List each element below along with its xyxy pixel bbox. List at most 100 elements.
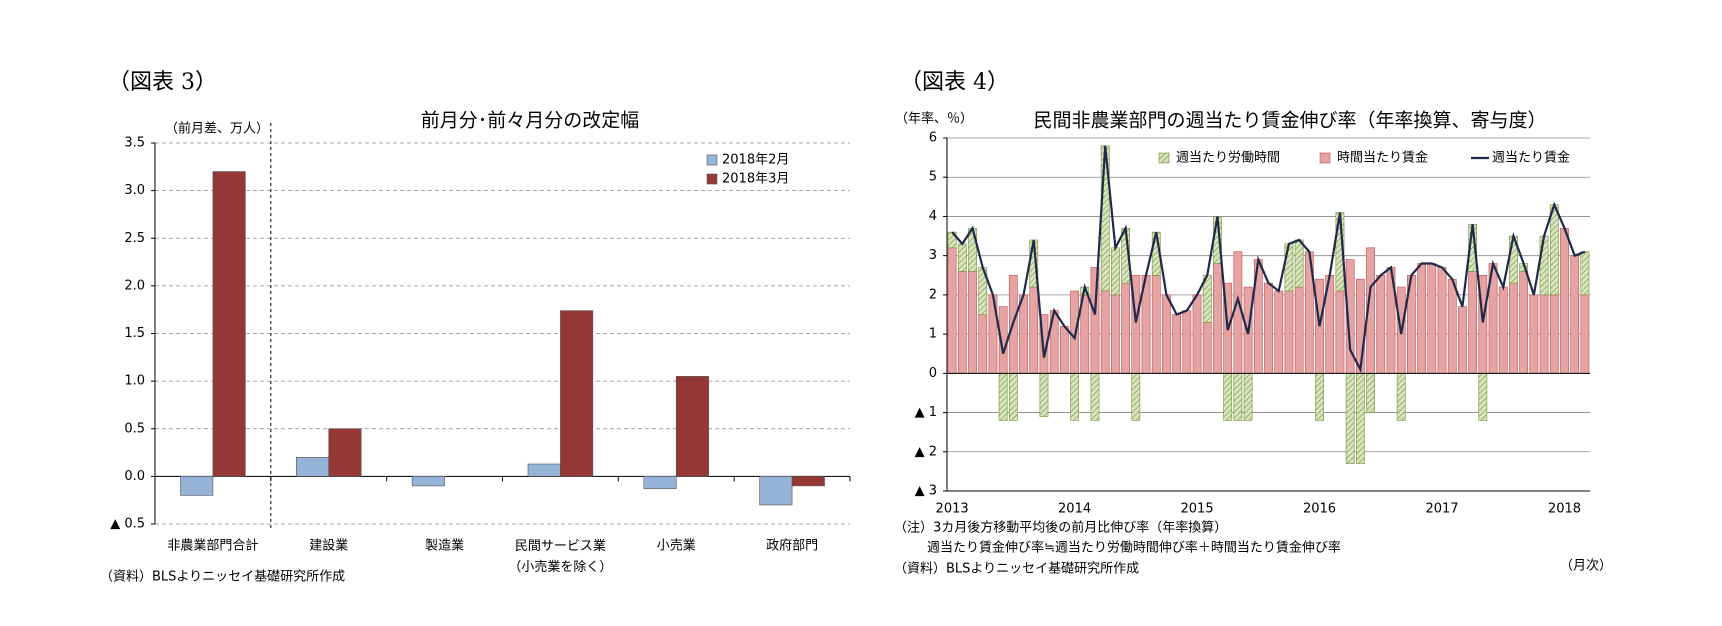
bar: [1427, 263, 1437, 374]
bar: [957, 271, 967, 374]
x-axis-label: （月次）: [1560, 558, 1612, 574]
bar: [1213, 263, 1222, 374]
chart-title: 前月分･前々月分の改定幅: [421, 110, 640, 132]
y-tick-label: 1.0: [124, 374, 145, 389]
bar: [1396, 373, 1406, 421]
bar: [1090, 373, 1100, 421]
bar: [643, 476, 677, 490]
x-tick-label: 政府部門: [766, 539, 818, 554]
x-tick-label: 2018: [1548, 502, 1581, 517]
bar: [1539, 294, 1549, 374]
bar: [1162, 294, 1171, 374]
source: （資料）BLSよりニッセイ基礎研究所作成: [894, 562, 1139, 577]
bar: [968, 227, 977, 272]
bar: [527, 463, 561, 477]
bar: [1468, 271, 1478, 374]
bar: [1447, 278, 1457, 374]
bar: [1284, 243, 1294, 292]
y-tick-label: 1: [929, 327, 937, 342]
x-tick-label: 小売業: [657, 538, 696, 554]
bar: [1417, 263, 1426, 374]
y-tick-label: 3.5: [124, 136, 145, 151]
y-tick-label: 2.0: [124, 278, 145, 293]
bar: [1264, 282, 1273, 374]
bar: [1560, 227, 1569, 374]
bar: [1529, 294, 1539, 374]
legend-label: 2018年2月: [722, 153, 789, 168]
bar: [1151, 274, 1161, 374]
bar: [1580, 294, 1590, 374]
bar: [1355, 373, 1365, 464]
bar: [1335, 290, 1345, 374]
bar: [1509, 282, 1518, 374]
bar: [675, 376, 709, 477]
bar: [1478, 373, 1488, 421]
legend-swatch: [1158, 152, 1170, 164]
bar: [1182, 310, 1192, 374]
y-tick-label: ▲ 3: [915, 484, 937, 499]
y-axis-label: （年率、％）: [895, 111, 973, 127]
bar: [978, 314, 988, 374]
bar: [1243, 373, 1253, 421]
bar: [1366, 373, 1375, 413]
legend-label: 2018年3月: [722, 172, 789, 187]
x-tick-label: 民間サービス業（小売業を除く）: [508, 538, 612, 575]
legend-label: 週当たり労働時間: [1176, 151, 1280, 166]
bar: [1539, 235, 1549, 296]
bar: [411, 476, 445, 487]
bar: [1202, 322, 1212, 374]
bar: [180, 476, 214, 496]
bar: [1294, 239, 1304, 288]
legend-label: 時間当たり賃金: [1337, 150, 1428, 166]
line: [951, 145, 1586, 374]
bar: [1294, 286, 1304, 374]
y-axis-label: （前月差、万人）: [165, 121, 269, 137]
bar: [1131, 373, 1141, 421]
bar: [1029, 286, 1039, 374]
bar: [296, 457, 330, 477]
bar: [560, 310, 594, 477]
bar: [1059, 325, 1069, 374]
bar: [1111, 294, 1120, 374]
bar: [947, 247, 957, 374]
x-tick-label: 2017: [1425, 502, 1458, 517]
x-tick-label: 2015: [1181, 502, 1214, 517]
bar: [1192, 294, 1202, 374]
legend-swatch: [706, 154, 718, 166]
bar: [328, 428, 362, 477]
note: 週当たり賃金伸び率≒週当たり労働時間伸び率＋時間当たり賃金伸び率: [927, 540, 1341, 556]
y-tick-label: 4: [929, 209, 937, 224]
chart-title: 民間非農業部門の週当たり賃金伸び率（年率換算、寄与度）: [1033, 110, 1546, 132]
y-tick-label: 6: [929, 131, 937, 146]
bar: [1315, 373, 1324, 421]
bar: [957, 243, 967, 272]
y-tick-label: 2.5: [124, 231, 145, 246]
bar: [759, 476, 793, 506]
x-tick-label: 2014: [1058, 502, 1091, 517]
y-tick-label: 0: [929, 366, 937, 381]
bar: [1570, 255, 1580, 374]
legend-label: 週当たり賃金: [1492, 150, 1570, 166]
bar: [1376, 274, 1386, 374]
legend-swatch: [706, 173, 718, 185]
bar: [1498, 286, 1508, 374]
bar: [1580, 251, 1590, 296]
bar: [968, 271, 977, 374]
x-tick-label: 製造業: [425, 538, 464, 554]
bar: [1019, 294, 1028, 374]
x-tick-label: 2016: [1303, 502, 1336, 517]
bar: [791, 476, 825, 487]
bar: [1172, 314, 1182, 374]
bar: [212, 171, 246, 477]
bar: [1549, 294, 1559, 374]
bar: [1437, 267, 1447, 374]
y-tick-label: ▲ 1: [915, 405, 937, 420]
y-tick-label: 0.5: [124, 421, 145, 436]
y-tick-label: 1.5: [124, 326, 145, 341]
bar: [1070, 290, 1079, 374]
legend-swatch: [1319, 152, 1331, 164]
y-tick-label: ▲ 2: [915, 444, 937, 459]
bar: [1008, 373, 1018, 421]
bar: [1039, 373, 1049, 417]
